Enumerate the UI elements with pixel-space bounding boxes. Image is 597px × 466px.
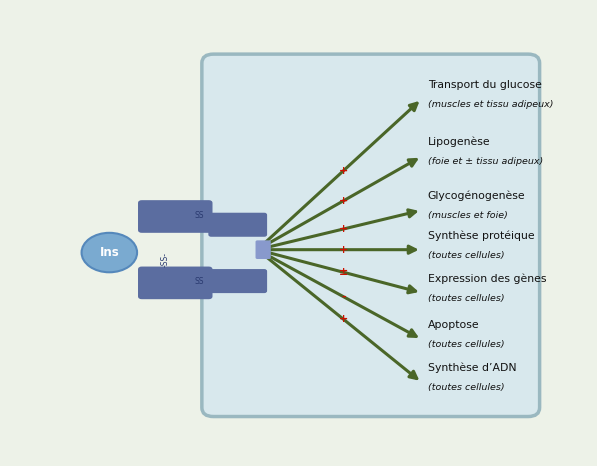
Text: SS: SS: [195, 277, 204, 287]
Text: ±: ±: [339, 267, 349, 277]
Text: +: +: [339, 245, 349, 255]
Text: Synthèse d’ADN: Synthèse d’ADN: [427, 363, 516, 373]
Text: +: +: [339, 314, 349, 324]
Text: (muscles et foie): (muscles et foie): [427, 211, 507, 220]
FancyBboxPatch shape: [202, 54, 540, 417]
Text: (muscles et tissu adipeux): (muscles et tissu adipeux): [427, 100, 553, 109]
Text: Transport du glucose: Transport du glucose: [427, 80, 541, 89]
FancyBboxPatch shape: [208, 269, 267, 293]
Text: Apoptose: Apoptose: [427, 320, 479, 330]
Text: +: +: [339, 196, 349, 206]
Text: (toutes cellules): (toutes cellules): [427, 294, 504, 302]
Text: (toutes cellules): (toutes cellules): [427, 384, 504, 392]
Ellipse shape: [82, 233, 137, 272]
Text: Expression des gènes: Expression des gènes: [427, 273, 546, 284]
Text: -: -: [341, 291, 346, 302]
Text: SS: SS: [195, 211, 204, 220]
Text: (toutes cellules): (toutes cellules): [427, 251, 504, 260]
Text: Glycogénogenèse: Glycogénogenèse: [427, 191, 525, 201]
FancyBboxPatch shape: [138, 200, 213, 233]
Text: +: +: [339, 224, 349, 234]
Text: Lipogenèse: Lipogenèse: [427, 137, 490, 147]
Text: Synthèse protéique: Synthèse protéique: [427, 230, 534, 240]
Text: (toutes cellules): (toutes cellules): [427, 340, 504, 350]
Text: Ins: Ins: [100, 246, 119, 259]
Text: +: +: [339, 166, 349, 176]
Text: -SS-: -SS-: [161, 252, 170, 267]
FancyBboxPatch shape: [138, 267, 213, 299]
FancyBboxPatch shape: [208, 212, 267, 237]
Text: (foie et ± tissu adipeux): (foie et ± tissu adipeux): [427, 157, 543, 166]
FancyBboxPatch shape: [256, 240, 271, 259]
